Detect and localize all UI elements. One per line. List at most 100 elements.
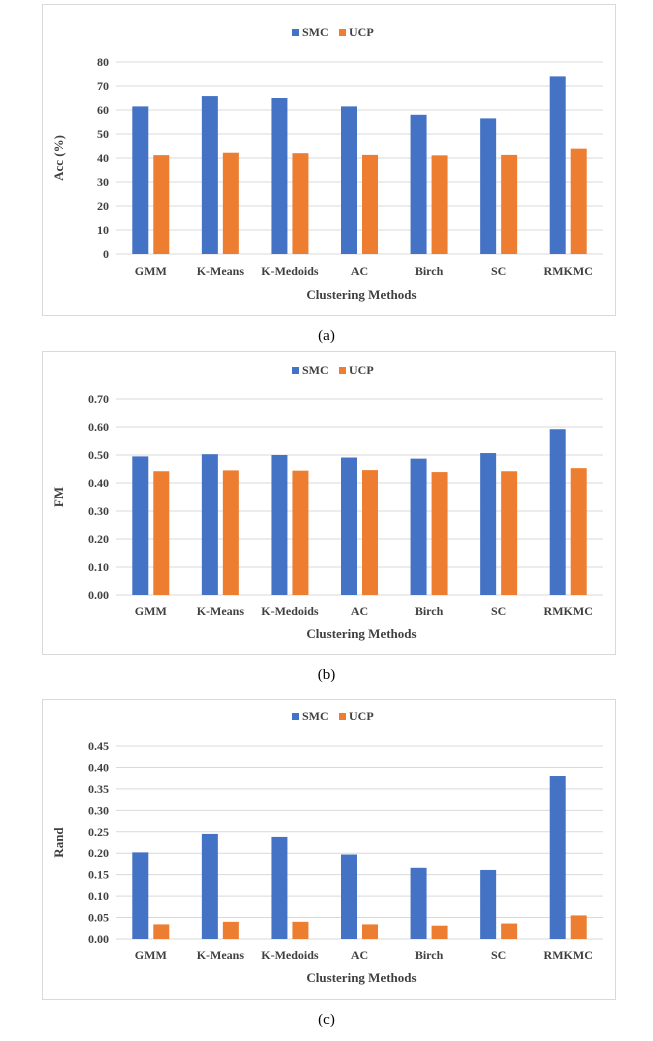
y-tick-label: 10 <box>97 223 109 237</box>
y-tick-label: 0.10 <box>88 889 109 903</box>
x-tick-label: K-Medoids <box>261 604 319 618</box>
x-tick-label: GMM <box>135 264 167 278</box>
y-tick-label: 0.40 <box>88 476 109 490</box>
x-tick-label: Birch <box>415 948 444 962</box>
y-tick-label: 0.20 <box>88 532 109 546</box>
x-tick-label: RMKMC <box>544 604 593 618</box>
smc-bar <box>480 869 497 939</box>
smc-bar <box>410 114 427 254</box>
smc-bar <box>201 454 218 595</box>
ucp-bar <box>362 924 378 939</box>
legend-swatch-ucp <box>339 29 346 36</box>
chart-panel-acc: 0 10 20 30 40 50 60 70 80 GMM K-Means K-Medoids AC Bi… <box>42 4 616 316</box>
ucp-bar <box>362 470 378 595</box>
legend-swatch-smc <box>292 29 299 36</box>
legend-swatch-ucp <box>339 367 346 374</box>
y-tick-label: 70 <box>97 79 109 93</box>
ucp-bar <box>431 155 448 254</box>
y-tick-label: 0.60 <box>88 420 109 434</box>
legend-label-smc: SMC <box>302 709 329 723</box>
x-tick-label: GMM <box>135 604 167 618</box>
x-tick-label: K-Means <box>197 264 245 278</box>
smc-bar <box>549 776 566 939</box>
ucp-bar <box>501 154 518 254</box>
smc-bar <box>341 457 357 595</box>
y-tick-label: 0.10 <box>88 560 109 574</box>
x-tick-label: SC <box>491 264 506 278</box>
ucp-bar <box>501 923 518 939</box>
smc-bar <box>341 106 357 255</box>
chart-panel-rand: 0.00 0.05 0.10 0.15 0.20 0.25 0.30 0.35 0.40 0.45… <box>42 699 616 1000</box>
legend-swatch-smc <box>292 713 299 720</box>
ucp-bar <box>570 468 587 595</box>
legend-label-ucp: UCP <box>349 25 374 39</box>
smc-bar <box>549 76 566 255</box>
x-tick-label: SC <box>491 948 506 962</box>
smc-bar <box>410 458 427 595</box>
ucp-bar <box>501 471 518 595</box>
x-tick-label: AC <box>351 264 368 278</box>
ucp-bar <box>153 155 170 254</box>
ucp-bar <box>292 470 309 595</box>
ucp-bar <box>222 152 239 254</box>
y-tick-label: 0.40 <box>88 760 109 774</box>
y-axis-title: Acc (%) <box>51 135 66 181</box>
y-axis-title: Rand <box>51 827 66 858</box>
y-tick-label: 0.35 <box>88 782 109 796</box>
x-axis-title: Clustering Methods <box>306 287 416 302</box>
caption-b: (b) <box>317 667 336 683</box>
y-tick-label: 0 <box>103 247 109 261</box>
y-tick-label: 0.00 <box>88 588 109 602</box>
ucp-bar <box>292 153 309 254</box>
y-tick-label: 0.30 <box>88 504 109 518</box>
caption-a: (a) <box>318 328 335 344</box>
ucp-bar <box>222 470 239 595</box>
acc-bar-chart: 0 10 20 30 40 50 60 70 80 GMM K-Means K-Medoids AC Bi… <box>51 25 603 302</box>
ucp-bar <box>362 154 378 254</box>
smc-bar <box>132 106 149 255</box>
y-tick-label: 0.20 <box>88 846 109 860</box>
smc-bar <box>271 98 288 254</box>
ucp-bar <box>570 915 587 939</box>
x-tick-label: RMKMC <box>544 948 593 962</box>
fm-bar-chart: 0.00 0.10 0.20 0.30 0.40 0.50 0.60 0.70 GMM K-Mea… <box>51 363 603 641</box>
ucp-bar <box>431 925 448 939</box>
y-tick-label: 80 <box>97 55 109 69</box>
x-tick-label: K-Medoids <box>261 948 319 962</box>
legend-label-ucp: UCP <box>349 363 374 377</box>
x-tick-label: RMKMC <box>544 264 593 278</box>
ucp-bar <box>222 921 239 939</box>
ucp-bar <box>431 472 448 595</box>
legend-swatch-ucp <box>339 713 346 720</box>
y-tick-label: 0.50 <box>88 448 109 462</box>
smc-bar <box>201 833 218 939</box>
smc-bar <box>480 453 497 595</box>
rand-bar-chart: 0.00 0.05 0.10 0.15 0.20 0.25 0.30 0.35 0.40 0.45… <box>51 709 603 985</box>
legend-swatch-smc <box>292 367 299 374</box>
x-tick-label: K-Means <box>197 604 245 618</box>
y-tick-label: 0.45 <box>88 739 109 753</box>
smc-bar <box>341 854 357 939</box>
legend-label-smc: SMC <box>302 363 329 377</box>
x-axis-title: Clustering Methods <box>306 626 416 641</box>
y-tick-label: 0.05 <box>88 911 109 925</box>
x-tick-label: AC <box>351 604 368 618</box>
smc-bar <box>410 867 427 939</box>
x-tick-label: GMM <box>135 948 167 962</box>
smc-bar <box>201 96 218 254</box>
x-tick-label: Birch <box>415 264 444 278</box>
y-tick-label: 0.25 <box>88 825 109 839</box>
y-tick-label: 30 <box>97 175 109 189</box>
legend-label-ucp: UCP <box>349 709 374 723</box>
x-tick-label: Birch <box>415 604 444 618</box>
y-tick-label: 40 <box>97 151 109 165</box>
ucp-bar <box>153 924 170 939</box>
y-tick-label: 0.00 <box>88 932 109 946</box>
smc-bar <box>132 852 149 939</box>
caption-c: (c) <box>318 1012 335 1028</box>
x-tick-label: SC <box>491 604 506 618</box>
smc-bar <box>132 456 149 595</box>
smc-bar <box>480 118 497 255</box>
y-tick-label: 0.70 <box>88 392 109 406</box>
y-tick-label: 60 <box>97 103 109 117</box>
